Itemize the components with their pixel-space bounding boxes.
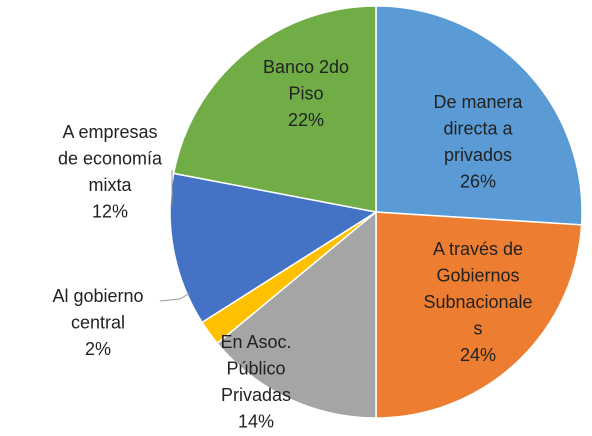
pie-slice bbox=[216, 210, 377, 419]
category-label: En Asoc. Público Privadas bbox=[220, 332, 291, 405]
category-label: Al gobierno central bbox=[52, 286, 143, 333]
pie-slice bbox=[172, 5, 377, 213]
value-label: 22% bbox=[288, 110, 324, 130]
pie-slice bbox=[375, 211, 583, 419]
labels: De manera directa a privados 26% A través de… bbox=[52, 57, 532, 432]
value-label: 24% bbox=[460, 345, 496, 365]
value-label: 26% bbox=[460, 171, 496, 191]
pie-slice bbox=[375, 5, 583, 226]
category-label: A través de Gobiernos Subnacionale s bbox=[423, 239, 532, 339]
category-label: A empresas de economía mixta bbox=[58, 122, 163, 195]
pie bbox=[169, 5, 583, 419]
value-label: 12% bbox=[92, 201, 128, 221]
value-label: 14% bbox=[238, 411, 274, 431]
leader-line bbox=[159, 292, 191, 302]
value-label: 2% bbox=[85, 339, 111, 359]
category-label: De manera directa a privados bbox=[433, 92, 523, 165]
category-label: Banco 2do Piso bbox=[263, 57, 349, 104]
